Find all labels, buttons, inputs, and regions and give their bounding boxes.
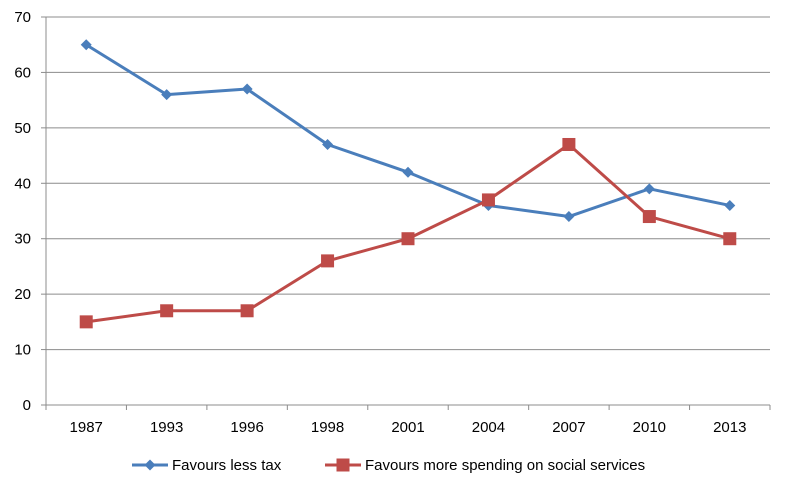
data-point-series-2 [481,193,495,207]
data-point-series-1 [643,183,655,195]
data-point-series-2 [562,137,576,151]
y-tick-label: 20 [14,286,31,303]
y-tick-label: 60 [14,64,31,81]
x-tick-label: 1996 [230,419,263,436]
gridlines [46,16,770,351]
y-tick-label: 40 [14,175,31,192]
y-tick-label: 70 [14,9,31,26]
data-point-series-2 [240,304,254,318]
series-line-1 [84,43,732,219]
x-tick-label: 2004 [472,419,505,436]
legend-marker-series-1 [144,459,156,471]
data-point-series-1 [563,211,575,223]
legend-label-series-2: Favours more spending on social services [365,457,645,474]
x-tick-label: 1998 [311,419,344,436]
data-point-series-2 [401,232,415,246]
y-tick-labels: 0 10 20 30 40 50 60 70 [14,9,31,414]
x-tick-label: 2013 [713,419,746,436]
data-point-series-2 [642,210,656,224]
x-tick-label: 1993 [150,419,183,436]
data-point-series-2 [723,232,737,246]
data-point-series-2 [79,315,93,329]
data-point-series-2 [160,304,174,318]
legend-marker-series-2 [336,458,350,472]
x-tick-label: 2010 [633,419,666,436]
data-point-series-1 [161,89,173,101]
y-tick-label: 50 [14,120,31,137]
x-tick-label: 2007 [552,419,585,436]
x-tick-label: 1987 [70,419,103,436]
legend-label-series-1: Favours less tax [172,457,282,474]
data-point-series-1 [241,83,253,95]
data-point-series-1 [402,166,414,178]
data-point-series-1 [80,39,92,51]
axes [41,16,771,410]
data-point-series-1 [322,138,334,150]
data-point-series-1 [724,199,736,211]
series-lines [79,39,737,329]
y-tick-label: 10 [14,342,31,359]
x-tick-label: 2001 [391,419,424,436]
x-tick-labels: 1987 1993 1996 1998 2001 2004 2007 2010 2013 [70,419,747,436]
y-tick-label: 30 [14,231,31,248]
y-tick-label: 0 [23,397,31,414]
legend: Favours less tax Favours more spending on… [132,457,645,474]
data-point-series-2 [321,254,335,268]
